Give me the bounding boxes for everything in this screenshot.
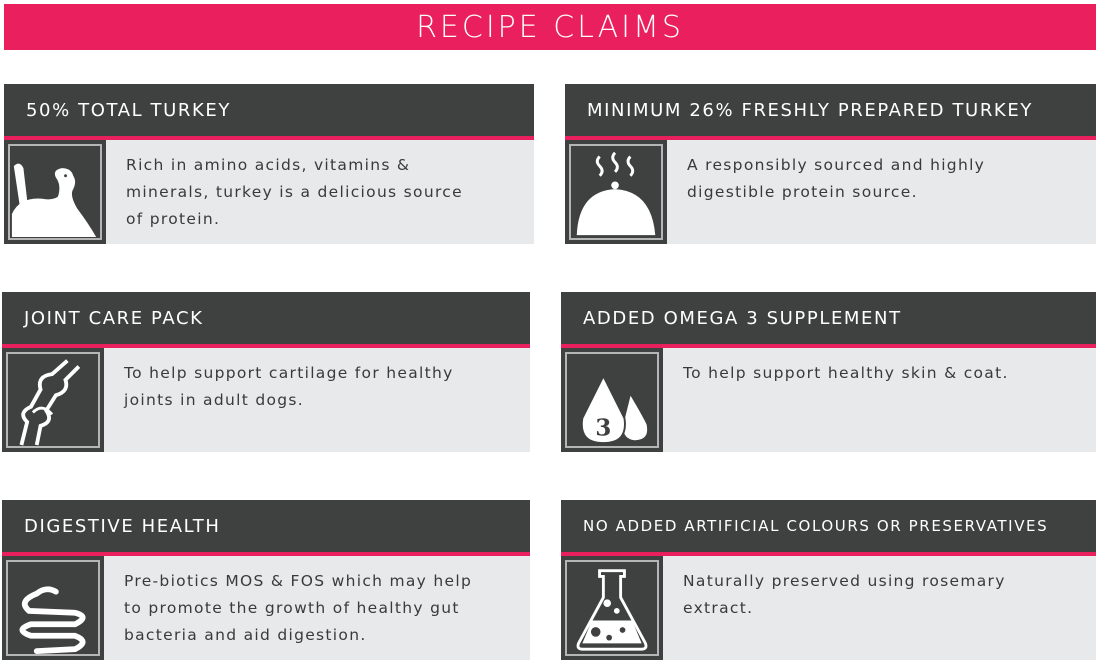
page-title: RECIPE CLAIMS — [4, 4, 1096, 50]
flask-icon — [565, 560, 659, 656]
claim-description: To help support cartilage for healthy jo… — [124, 364, 454, 409]
claim-heading: MINIMUM 26% FRESHLY PREPARED TURKEY — [565, 84, 1096, 140]
claim-heading: 50% TOTAL TURKEY — [4, 84, 534, 140]
claim-heading: DIGESTIVE HEALTH — [2, 500, 530, 556]
claim-description: To help support healthy skin & coat. — [683, 364, 1009, 382]
claim-description: Pre-biotics MOS & FOS which may help to … — [124, 572, 473, 644]
claim-heading: JOINT CARE PACK — [2, 292, 530, 348]
claim-card-turkey: 50% TOTAL TURKEY Rich in amino acids, vi… — [4, 84, 534, 244]
claim-heading: ADDED OMEGA 3 SUPPLEMENT — [561, 292, 1096, 348]
claim-description: Naturally preserved using rosemary extra… — [683, 572, 1006, 617]
joint-icon — [6, 352, 100, 448]
omega-3-label: 3 — [595, 414, 611, 441]
claim-card-joint-care: JOINT CARE PACK To help support cartilag… — [2, 292, 530, 452]
cloche-icon — [569, 144, 663, 240]
claim-description: Rich in amino acids, vitamins & minerals… — [126, 156, 463, 228]
claim-card-no-artificial: NO ADDED ARTIFICIAL COLOURS OR PRESERVAT… — [561, 500, 1096, 660]
claim-description: A responsibly sourced and highly digesti… — [687, 156, 986, 201]
turkey-icon — [8, 144, 102, 240]
claim-heading: NO ADDED ARTIFICIAL COLOURS OR PRESERVAT… — [561, 500, 1096, 556]
claim-card-fresh-turkey: MINIMUM 26% FRESHLY PREPARED TURKEY A re… — [565, 84, 1096, 244]
intestine-icon — [6, 560, 100, 656]
claim-card-omega3: ADDED OMEGA 3 SUPPLEMENT 3 To help suppo… — [561, 292, 1096, 452]
oil-drops-icon: 3 — [565, 352, 659, 448]
claim-card-digestive: DIGESTIVE HEALTH Pre-biotics MOS & FOS w… — [2, 500, 530, 660]
